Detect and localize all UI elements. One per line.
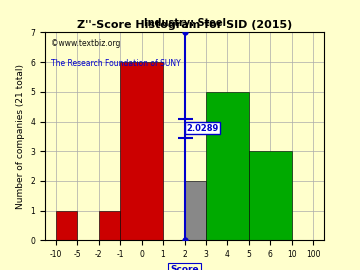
Text: The Research Foundation of SUNY: The Research Foundation of SUNY: [50, 59, 180, 68]
Y-axis label: Number of companies (21 total): Number of companies (21 total): [16, 64, 25, 209]
Bar: [185, 181, 206, 240]
Bar: [120, 62, 163, 240]
Bar: [206, 92, 249, 240]
Bar: [249, 151, 292, 240]
Bar: [99, 211, 120, 240]
Text: Industry: Steel: Industry: Steel: [144, 18, 225, 28]
X-axis label: Score: Score: [170, 265, 199, 270]
Text: ©www.textbiz.org: ©www.textbiz.org: [50, 39, 120, 48]
Title: Z''-Score Histogram for SID (2015): Z''-Score Histogram for SID (2015): [77, 20, 292, 30]
Text: 2.0289: 2.0289: [186, 124, 219, 133]
Bar: [56, 211, 77, 240]
